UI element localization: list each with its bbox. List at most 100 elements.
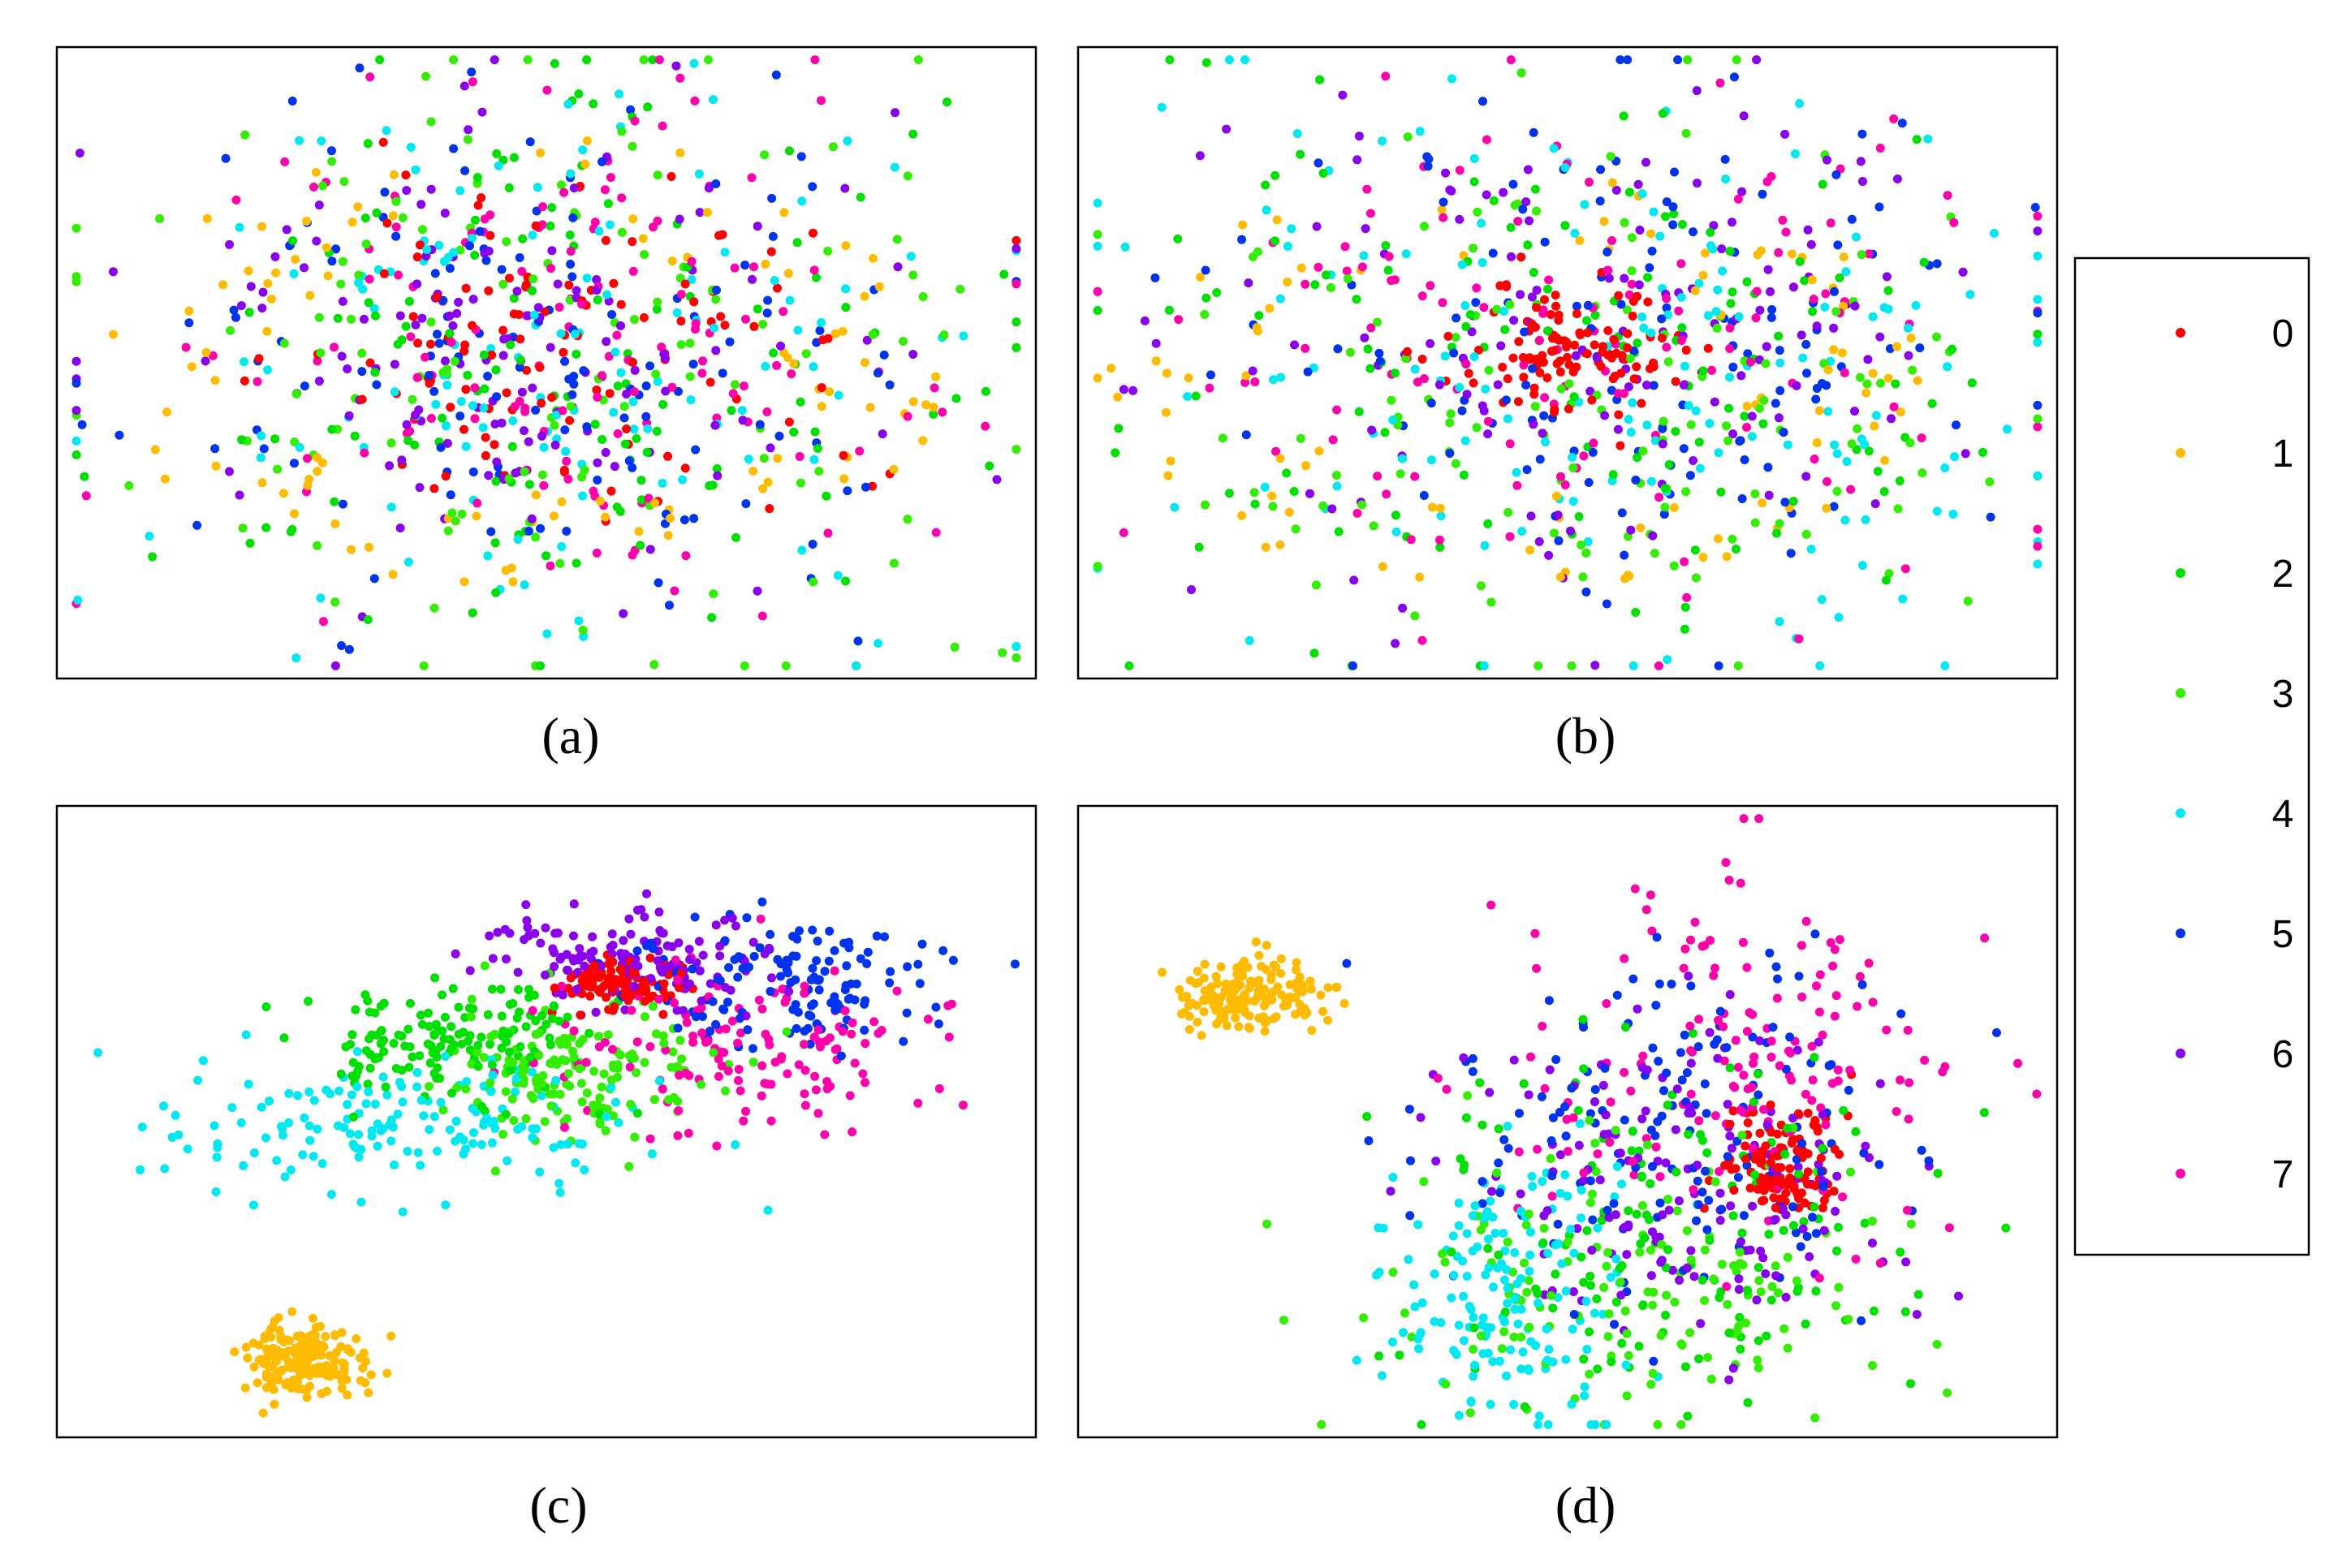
data-point-class-1: [763, 477, 773, 487]
data-point-class-1: [1285, 980, 1295, 989]
data-point-class-5: [1720, 154, 1730, 164]
data-point-class-3: [1663, 1195, 1672, 1204]
data-point-class-2: [985, 461, 994, 471]
data-point-class-1: [1839, 301, 1848, 311]
data-point-class-4: [1477, 218, 1486, 228]
data-point-class-6: [1248, 366, 1257, 376]
data-point-class-2: [379, 1047, 389, 1057]
data-point-class-2: [1111, 448, 1120, 458]
data-point-class-5: [1722, 1043, 1732, 1053]
data-point-class-7: [1745, 357, 1755, 367]
data-point-class-5: [1932, 259, 1942, 269]
data-point-class-6: [685, 954, 695, 964]
data-point-class-4: [1466, 1398, 1476, 1407]
data-point-class-6: [71, 406, 81, 416]
data-point-class-7: [612, 330, 622, 340]
data-point-class-5: [1917, 1145, 1926, 1155]
data-point-class-4: [1560, 163, 1570, 172]
data-point-class-7: [1759, 1105, 1768, 1114]
data-point-class-7: [517, 266, 527, 276]
data-point-class-4: [1436, 511, 1446, 521]
data-point-class-6: [715, 941, 725, 951]
data-point-class-2: [365, 1007, 374, 1017]
data-point-class-2: [521, 1022, 531, 1032]
data-point-class-4: [461, 442, 471, 451]
data-point-class-7: [566, 247, 576, 256]
data-point-class-4: [1245, 635, 1254, 645]
data-point-class-3: [651, 1029, 661, 1039]
data-point-class-3: [1831, 1301, 1840, 1311]
data-point-class-2: [1250, 499, 1260, 509]
data-point-class-5: [788, 1005, 798, 1014]
data-point-class-6: [1675, 1275, 1684, 1285]
data-point-class-7: [231, 195, 241, 205]
data-point-class-4: [1481, 1270, 1490, 1280]
data-point-class-6: [1774, 413, 1784, 423]
data-point-class-3: [617, 227, 627, 237]
data-point-class-2: [1835, 273, 1844, 282]
data-point-class-7: [81, 491, 91, 501]
data-point-class-5: [1567, 1083, 1577, 1093]
data-point-class-1: [230, 1347, 239, 1357]
data-point-class-2: [536, 661, 545, 670]
data-point-class-6: [1360, 333, 1370, 342]
data-point-class-2: [1631, 608, 1641, 617]
data-point-class-7: [739, 381, 748, 391]
data-point-class-5: [1569, 1310, 1579, 1319]
data-point-class-4: [1639, 323, 1649, 333]
data-point-class-4: [1482, 1207, 1492, 1217]
data-point-class-4: [890, 162, 899, 172]
data-point-class-2: [1694, 1354, 1703, 1363]
data-point-class-6: [523, 923, 533, 933]
data-point-class-4: [1483, 1348, 1493, 1358]
data-point-class-6: [1912, 1310, 1922, 1319]
data-point-class-3: [461, 1084, 471, 1094]
data-point-class-2: [515, 355, 525, 365]
data-point-class-6: [1641, 157, 1650, 167]
data-point-class-5: [1668, 220, 1678, 230]
data-point-class-1: [1262, 941, 1271, 950]
data-point-class-3: [823, 246, 833, 256]
data-point-class-1: [1216, 962, 1226, 971]
data-point-class-2: [454, 1002, 464, 1012]
data-point-class-6: [710, 420, 720, 430]
data-point-class-5: [1201, 265, 1210, 275]
data-point-class-3: [575, 1064, 585, 1074]
data-point-class-1: [330, 1355, 339, 1365]
data-point-class-5: [873, 368, 882, 378]
data-point-class-7: [1784, 1046, 1793, 1056]
data-point-class-6: [572, 286, 581, 295]
data-point-class-4: [1292, 129, 1302, 139]
data-point-class-3: [1932, 332, 1941, 342]
data-point-class-4: [1374, 1268, 1384, 1277]
data-point-class-2: [1706, 227, 1715, 237]
data-point-class-1: [865, 403, 875, 412]
data-point-class-4: [317, 136, 326, 146]
data-point-class-5: [830, 992, 839, 1002]
data-point-class-3: [704, 55, 713, 65]
data-point-class-7: [1706, 936, 1715, 946]
data-point-class-2: [1694, 437, 1704, 447]
data-point-class-3: [1722, 421, 1731, 431]
data-point-class-7: [850, 1058, 860, 1068]
data-point-class-7: [1766, 1053, 1776, 1062]
data-point-class-7: [1731, 1036, 1741, 1045]
data-point-class-5: [1426, 398, 1436, 408]
data-point-class-4: [1484, 1263, 1494, 1273]
data-point-class-7: [1714, 1015, 1723, 1025]
data-point-class-4: [1409, 1280, 1419, 1290]
data-point-class-1: [1295, 999, 1305, 1009]
data-point-class-2: [426, 1041, 436, 1051]
data-point-class-4: [1120, 242, 1130, 252]
scatter-panel-c: (c): [55, 804, 1037, 1534]
data-point-class-5: [1620, 550, 1629, 560]
data-point-class-0: [401, 170, 411, 180]
data-point-class-2: [1716, 1287, 1726, 1297]
data-point-class-2: [457, 1039, 467, 1049]
data-point-class-1: [667, 256, 677, 266]
data-point-class-5: [1857, 1316, 1866, 1325]
data-point-class-4: [378, 1124, 388, 1134]
data-point-class-0: [604, 959, 614, 969]
data-point-class-1: [1273, 982, 1283, 992]
data-point-class-6: [1633, 1004, 1642, 1014]
